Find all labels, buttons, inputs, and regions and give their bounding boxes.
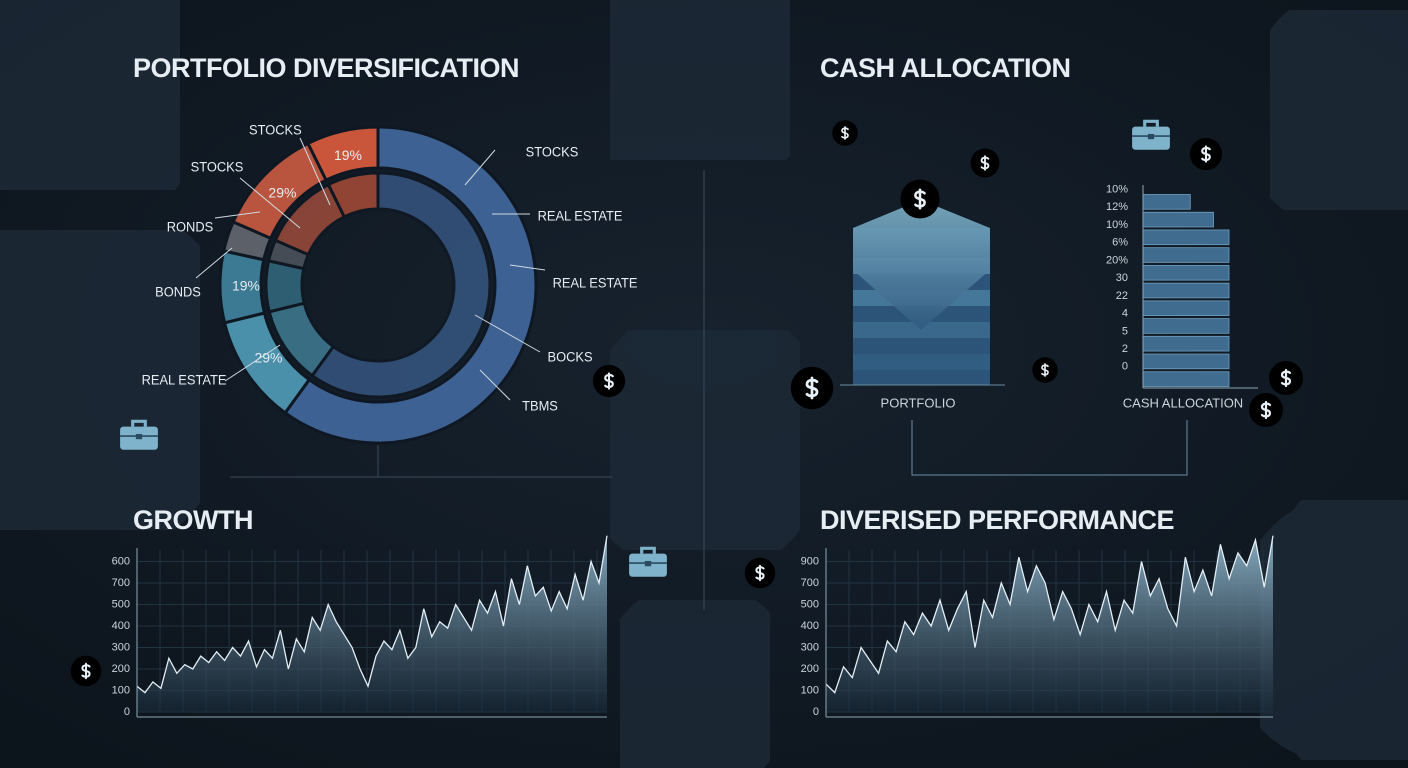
value-label: 19% — [334, 147, 362, 163]
y-tick-label: 500 — [112, 598, 130, 610]
callout-label: BONDS — [155, 284, 201, 300]
leader-line — [474, 314, 541, 353]
bar — [1142, 353, 1230, 370]
bar — [1142, 229, 1230, 246]
donut-inner-ring — [310, 171, 492, 399]
value-label: 29% — [268, 185, 296, 201]
chart-title: DIVERISED PERFORMANCE — [820, 505, 1174, 535]
y-tick-label: 600 — [112, 555, 130, 567]
bar — [1142, 371, 1230, 387]
donut-segment — [283, 125, 538, 445]
y-tick-label: 500 — [801, 598, 819, 610]
donut-segment — [305, 125, 380, 183]
line — [136, 535, 608, 694]
leader-line — [479, 369, 511, 401]
bar — [1142, 265, 1230, 281]
leader-line — [195, 247, 233, 279]
y-tick-label: 22 — [1116, 290, 1128, 302]
y-tick-label: 400 — [801, 620, 819, 632]
leader-line — [239, 177, 301, 229]
bar — [1142, 335, 1230, 352]
bar — [1142, 300, 1230, 316]
y-tick-label: 100 — [801, 684, 819, 696]
y-tick-label: 400 — [112, 620, 130, 632]
portfolio-label: PORTFOLIO — [881, 395, 956, 410]
chart-title: PORTFOLIO DIVERSIFICATION — [133, 53, 519, 83]
bar — [1142, 247, 1230, 263]
y-tick-label: 20% — [1106, 254, 1128, 266]
y-tick-label: 30 — [1116, 272, 1128, 284]
y-tick-label: 0 — [1122, 361, 1128, 373]
line — [825, 535, 1274, 694]
chart-title: CASH ALLOCATION — [820, 53, 1070, 83]
callout-label: STOCKS — [249, 122, 302, 138]
callout-label: BOCKS — [547, 349, 592, 365]
y-tick-label: 300 — [801, 641, 819, 653]
y-tick-label: 4 — [1122, 308, 1128, 320]
y-tick-label: 12% — [1106, 201, 1128, 213]
y-tick-label: 6% — [1112, 237, 1128, 249]
leader-line — [464, 149, 496, 186]
callout-label: REAL ESTATE — [538, 208, 623, 224]
chart-title: GROWTH — [133, 505, 253, 535]
callout-label: RONDS — [167, 219, 214, 235]
donut-inner-ring — [326, 171, 380, 219]
leader-line — [214, 211, 261, 219]
area — [826, 535, 1273, 712]
bar — [1142, 194, 1191, 210]
y-tick-label: 300 — [112, 641, 130, 653]
y-tick-label: 700 — [112, 577, 130, 589]
leader-line — [224, 344, 281, 382]
y-tick-label: 2 — [1122, 343, 1128, 355]
portfolio-graphic — [840, 200, 1188, 476]
callout-label: STOCKS — [191, 159, 244, 175]
x-axis-label: CASH ALLOCATION — [1123, 395, 1243, 410]
bar — [1142, 211, 1214, 228]
value-label: 19% — [232, 277, 260, 293]
leader-line — [299, 137, 331, 206]
callout-label: REAL ESTATE — [553, 275, 638, 291]
leader-line — [509, 264, 546, 271]
callout-label: REAL ESTATE — [142, 372, 227, 388]
callout-label: STOCKS — [526, 144, 579, 160]
y-tick-label: 0 — [124, 706, 130, 718]
y-tick-label: 200 — [801, 663, 819, 675]
y-tick-label: 10% — [1106, 219, 1128, 231]
y-tick-label: 200 — [112, 663, 130, 675]
y-tick-label: 10% — [1106, 183, 1128, 195]
y-tick-label: 5 — [1122, 325, 1128, 337]
callout-label: TBMS — [522, 398, 558, 414]
y-tick-label: 700 — [801, 577, 819, 589]
area — [137, 535, 607, 712]
y-tick-label: 100 — [112, 684, 130, 696]
value-label: 29% — [254, 349, 282, 365]
y-tick-label: 0 — [813, 706, 819, 718]
bar — [1142, 282, 1230, 299]
y-tick-label: 900 — [801, 555, 819, 567]
bar — [1142, 318, 1230, 334]
